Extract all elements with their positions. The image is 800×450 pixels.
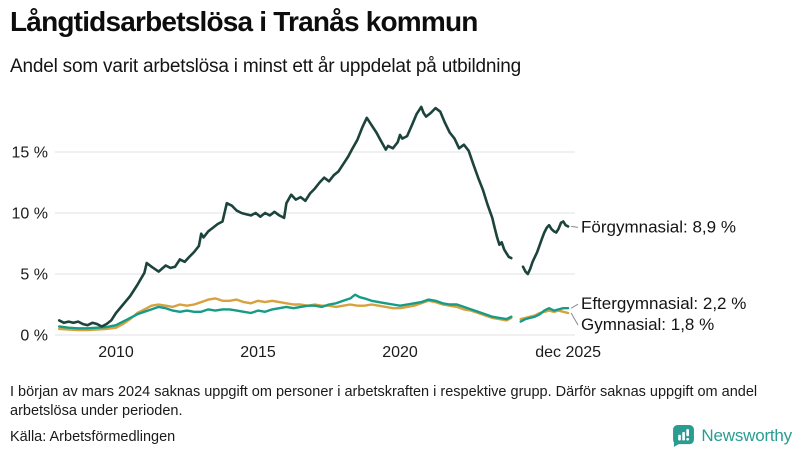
newsworthy-bubble-chart-icon <box>673 425 695 447</box>
y-tick-label: 5 % <box>20 267 48 284</box>
label-connector-eftergymnasial <box>570 303 579 309</box>
series-end-label-forgymnasial: Förgymnasial: 8,9 % <box>581 217 736 236</box>
chart-footnote: I början av mars 2024 saknas uppgift om … <box>10 384 758 419</box>
x-tick-label: 2015 <box>240 344 276 361</box>
series-line-forgymnasial-seg1 <box>57 105 513 328</box>
y-tick-label: 0 % <box>20 328 48 345</box>
label-connector-gymnasial <box>570 312 579 326</box>
series-end-label-gymnasial: Gymnasial: 1,8 % <box>581 315 714 334</box>
y-tick-label: 15 % <box>12 145 48 162</box>
page-title: Långtidsarbetslösa i Tranås kommun <box>10 6 478 37</box>
y-tick-label: 10 % <box>12 206 48 223</box>
series-line-eftergymnasial-seg2 <box>519 306 570 323</box>
newsworthy-logo: Newsworthy <box>672 424 792 447</box>
x-tick-label: dec 2025 <box>535 344 601 361</box>
x-tick-label: 2020 <box>382 344 418 361</box>
label-connector-forgymnasial <box>571 225 579 228</box>
series-end-label-eftergymnasial: Eftergymnasial: 2,2 % <box>581 294 746 313</box>
series-line-eftergymnasial-seg1 <box>58 293 513 330</box>
newsworthy-wordmark: Newsworthy <box>701 425 792 445</box>
x-tick-label: 2010 <box>98 344 134 361</box>
line-chart: 0 % 5 % 10 % 15 % 2010 2015 2020 dec 2025 Förgym… <box>12 105 746 361</box>
source-label: Källa: Arbetsförmedlingen <box>10 429 176 445</box>
page-subtitle: Andel som varit arbetslösa i minst ett å… <box>10 56 522 77</box>
series-line-forgymnasial-seg2 <box>521 220 570 276</box>
